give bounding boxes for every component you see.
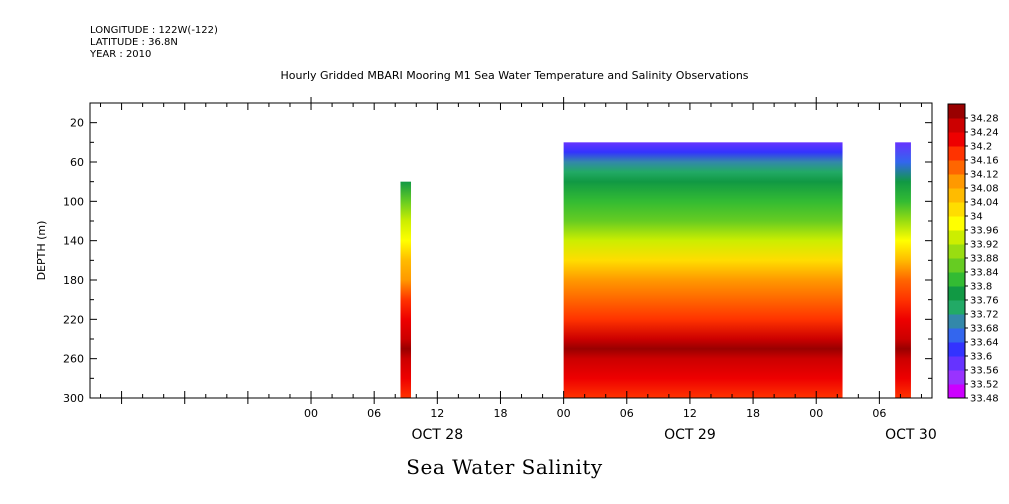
colorbar-label: 33.64 — [970, 338, 999, 349]
x-tick-label: 00 — [557, 407, 571, 420]
colorbar-label: 33.92 — [970, 240, 999, 251]
colorbar-swatch — [948, 356, 965, 371]
x-axis: 00 06 12 18 00 06 12 18 00 06 OCT 28 OCT 29 OCT 30 — [100, 97, 937, 443]
y-tick-label: 140 — [63, 235, 84, 248]
colorbar-swatch — [948, 272, 965, 287]
colorbar-swatch — [948, 230, 965, 245]
colorbar-label: 33.88 — [970, 254, 999, 265]
colorbar-label: 34.16 — [970, 156, 999, 167]
x-tick-label: 06 — [620, 407, 634, 420]
colorbar-swatch — [948, 314, 965, 329]
y-tick-label: 180 — [63, 274, 84, 287]
x-tick-label: 06 — [367, 407, 381, 420]
y-tick-label: 220 — [63, 313, 84, 326]
colorbar: 33.48 33.52 33.56 33.6 33.64 33.68 33.72 33.76 3… — [947, 103, 999, 405]
y-tick-label: 260 — [63, 353, 84, 366]
x-day-label: OCT 29 — [664, 427, 716, 443]
latitude-label: LATITUDE : 36.8N — [90, 37, 178, 48]
colorbar-swatch — [948, 300, 965, 315]
colorbar-swatch — [948, 146, 965, 161]
y-axis: 20 60 100 140 180 220 260 300 — [63, 102, 932, 405]
colorbar-swatch — [948, 216, 965, 231]
colorbar-label: 34 — [970, 212, 983, 223]
plot-blocks — [400, 142, 911, 398]
colorbar-label: 33.68 — [970, 324, 999, 335]
colorbar-label: 33.56 — [970, 366, 999, 377]
salinity-block-2 — [563, 142, 843, 398]
colorbar-frame — [947, 103, 966, 399]
x-tick-label: 12 — [683, 407, 697, 420]
colorbar-swatch — [948, 244, 965, 259]
colorbar-swatch — [948, 342, 965, 357]
colorbar-swatch — [948, 174, 965, 189]
colorbar-label: 33.6 — [970, 352, 992, 363]
colorbar-label: 34.04 — [970, 198, 999, 209]
colorbar-label: 33.72 — [970, 310, 999, 321]
y-tick-label: 20 — [70, 117, 84, 130]
x-day-label: OCT 28 — [412, 427, 464, 443]
x-tick-label: 18 — [746, 407, 760, 420]
colorbar-label: 34.24 — [970, 128, 999, 139]
y-axis-label: DEPTH (m) — [35, 221, 48, 281]
y-tick-label: 100 — [63, 195, 84, 208]
colorbar-swatch — [948, 118, 965, 133]
colorbar-label: 34.12 — [970, 170, 999, 181]
x-tick-label: 06 — [872, 407, 886, 420]
chart-title: Hourly Gridded MBARI Mooring M1 Sea Wate… — [280, 69, 749, 82]
colorbar-label: 33.48 — [970, 394, 999, 405]
colorbar-label: 34.28 — [970, 114, 999, 125]
colorbar-swatch — [948, 258, 965, 273]
colorbar-swatch — [948, 370, 965, 385]
colorbar-label: 33.96 — [970, 226, 999, 237]
plot-frame — [89, 102, 933, 399]
x-day-label: OCT 30 — [885, 427, 937, 443]
colorbar-swatch — [948, 132, 965, 147]
y-tick-label: 60 — [70, 156, 84, 169]
colorbar-swatch — [948, 202, 965, 217]
colorbar-label: 33.84 — [970, 268, 999, 279]
longitude-label: LONGITUDE : 122W(-122) — [90, 25, 218, 36]
colorbar-label: 33.52 — [970, 380, 999, 391]
y-tick-label: 300 — [63, 392, 84, 405]
colorbar-label: 33.76 — [970, 296, 999, 307]
colorbar-swatch — [948, 160, 965, 175]
colorbar-label: 34.2 — [970, 142, 992, 153]
salinity-block-3 — [895, 142, 911, 398]
x-tick-label: 12 — [430, 407, 444, 420]
colorbar-swatch — [948, 286, 965, 301]
colorbar-label: 34.08 — [970, 184, 999, 195]
salinity-block-1 — [400, 181, 412, 398]
colorbar-swatch — [948, 384, 965, 399]
colorbar-swatch — [948, 104, 965, 119]
colorbar-swatch — [948, 188, 965, 203]
figure-caption: Sea Water Salinity — [406, 455, 603, 479]
x-tick-label: 00 — [304, 407, 318, 420]
x-tick-label: 18 — [493, 407, 507, 420]
x-tick-label: 00 — [809, 407, 823, 420]
colorbar-label: 33.8 — [970, 282, 992, 293]
year-label: YEAR : 2010 — [90, 49, 152, 60]
colorbar-swatch — [948, 328, 965, 343]
